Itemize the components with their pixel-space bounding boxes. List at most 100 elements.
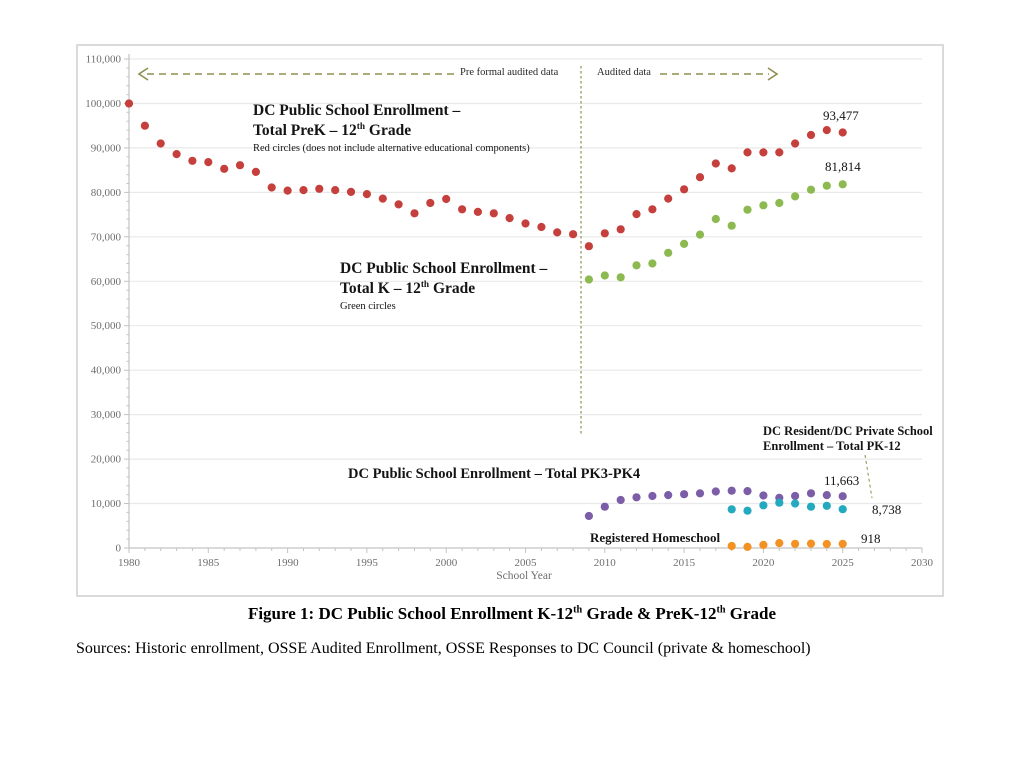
x-tick-label: 2000 bbox=[435, 557, 458, 569]
y-tick-label: 90,000 bbox=[91, 142, 122, 154]
prek12-point bbox=[299, 186, 308, 195]
k12-series-label-line1: DC Public School Enrollment – bbox=[340, 260, 548, 277]
y-tick-label: 20,000 bbox=[91, 454, 122, 466]
private-series-label: DC Resident/DC Private School Enrollment… bbox=[763, 424, 933, 454]
prek12-point bbox=[743, 148, 752, 157]
k12-point bbox=[680, 239, 689, 248]
private-end-value: 8,738 bbox=[872, 502, 902, 517]
homeschool-point bbox=[822, 539, 831, 549]
x-tick-label: 1995 bbox=[356, 557, 379, 569]
prek12-point bbox=[172, 150, 181, 159]
homeschool-point bbox=[727, 541, 736, 551]
prek12-point bbox=[680, 185, 689, 194]
k12-point bbox=[806, 185, 816, 194]
private-pk12-point bbox=[838, 505, 847, 514]
prek12-point bbox=[648, 205, 657, 214]
y-tick-label: 50,000 bbox=[91, 320, 122, 332]
prek12-point bbox=[775, 148, 784, 157]
prek12-point bbox=[235, 161, 245, 170]
k12-point bbox=[791, 192, 800, 201]
prek12-point bbox=[315, 184, 324, 193]
x-tick-label: 2020 bbox=[752, 557, 775, 569]
homeschool-point bbox=[838, 539, 847, 548]
sources-line: Sources: Historic enrollment, OSSE Audit… bbox=[76, 640, 811, 657]
x-tick-label: 2025 bbox=[832, 557, 855, 569]
prek12-point bbox=[759, 148, 768, 157]
prek12-point bbox=[362, 190, 371, 199]
figure-caption: Figure 1: DC Public School Enrollment K-… bbox=[247, 604, 777, 623]
prek12-point bbox=[188, 156, 197, 165]
k12-point bbox=[838, 180, 847, 189]
private-series-label-line1: DC Resident/DC Private School bbox=[763, 424, 933, 438]
prek12-point bbox=[156, 139, 165, 148]
prek12-series-label-line2: Total PreK – 12th Grade bbox=[253, 121, 412, 139]
k12-point bbox=[695, 230, 705, 239]
homeschool-point bbox=[775, 539, 784, 548]
k12-series-label-line2: Total K – 12th Grade bbox=[340, 279, 476, 297]
prek12-point bbox=[394, 200, 403, 209]
y-tick-label: 30,000 bbox=[91, 409, 122, 421]
pk34-end-value: 11,663 bbox=[824, 473, 860, 488]
pk34-point bbox=[695, 489, 705, 498]
x-tick-label: 2010 bbox=[594, 557, 617, 569]
prek12-point bbox=[695, 173, 705, 182]
prek12-point bbox=[204, 158, 213, 167]
pk34-point bbox=[806, 489, 816, 498]
prek12-point bbox=[426, 198, 435, 208]
x-tick-label: 2015 bbox=[673, 557, 696, 569]
private-pk12-point bbox=[791, 499, 800, 508]
k12-point bbox=[632, 261, 641, 270]
x-tick-label: 2005 bbox=[515, 557, 538, 569]
pre-audited-data-label: Pre formal audited data bbox=[460, 67, 559, 78]
pk34-point bbox=[822, 491, 831, 500]
pk34-series-label: DC Public School Enrollment – Total PK3-… bbox=[348, 466, 641, 482]
k12-point bbox=[775, 198, 784, 208]
pk34-point bbox=[791, 491, 800, 501]
prek12-point bbox=[473, 207, 482, 216]
y-tick-label: 80,000 bbox=[91, 187, 122, 199]
prek12-point bbox=[600, 229, 609, 238]
prek12-point bbox=[251, 167, 260, 176]
homeschool-end-value: 918 bbox=[861, 531, 881, 546]
prek12-point bbox=[140, 121, 149, 130]
x-tick-label: 2030 bbox=[911, 557, 934, 569]
private-pk12-point bbox=[743, 506, 752, 515]
k12-point bbox=[711, 214, 720, 224]
private-pk12-point bbox=[775, 498, 784, 507]
private-pk12-point bbox=[822, 501, 831, 510]
homeschool-point bbox=[743, 542, 752, 551]
audited-arrow-head bbox=[767, 67, 779, 81]
pk34-point bbox=[648, 491, 657, 501]
private-series-label-line2: Enrollment – Total PK-12 bbox=[763, 439, 901, 453]
k12-point bbox=[727, 221, 736, 230]
k12-point bbox=[616, 273, 625, 282]
homeschool-point bbox=[759, 540, 768, 549]
prek12-point bbox=[553, 228, 562, 237]
pk34-point bbox=[759, 491, 768, 500]
prek12-point bbox=[267, 183, 276, 192]
y-tick-label: 0 bbox=[116, 543, 122, 555]
k12-point bbox=[584, 275, 593, 284]
prek12-point bbox=[727, 164, 736, 173]
pk34-point bbox=[664, 491, 673, 500]
prek12-point bbox=[220, 164, 229, 173]
y-tick-label: 10,000 bbox=[91, 498, 122, 510]
pk34-point bbox=[711, 487, 720, 496]
prek12-point bbox=[521, 219, 530, 228]
prek12-series-label: DC Public School Enrollment – Total PreK… bbox=[253, 101, 530, 154]
private-pk12-point bbox=[759, 501, 768, 510]
prek12-point bbox=[410, 209, 419, 218]
prek12-point bbox=[124, 99, 134, 108]
prek12-point bbox=[458, 205, 467, 214]
pk34-point bbox=[584, 511, 593, 521]
pk34-point bbox=[838, 492, 847, 501]
audited-data-label: Audited data bbox=[597, 67, 651, 78]
prek12-point bbox=[616, 225, 625, 234]
y-tick-label: 100,000 bbox=[85, 98, 121, 110]
k12-point bbox=[743, 205, 752, 214]
enrollment-chart: 0 10,000 20,000 30,000 40,000 50,000 60,000 70,… bbox=[76, 44, 944, 597]
prek12-point bbox=[822, 126, 831, 135]
k12-series-label-note: Green circles bbox=[340, 301, 396, 312]
prek12-series-label-line1: DC Public School Enrollment – bbox=[253, 102, 461, 119]
prek12-point bbox=[505, 214, 514, 223]
